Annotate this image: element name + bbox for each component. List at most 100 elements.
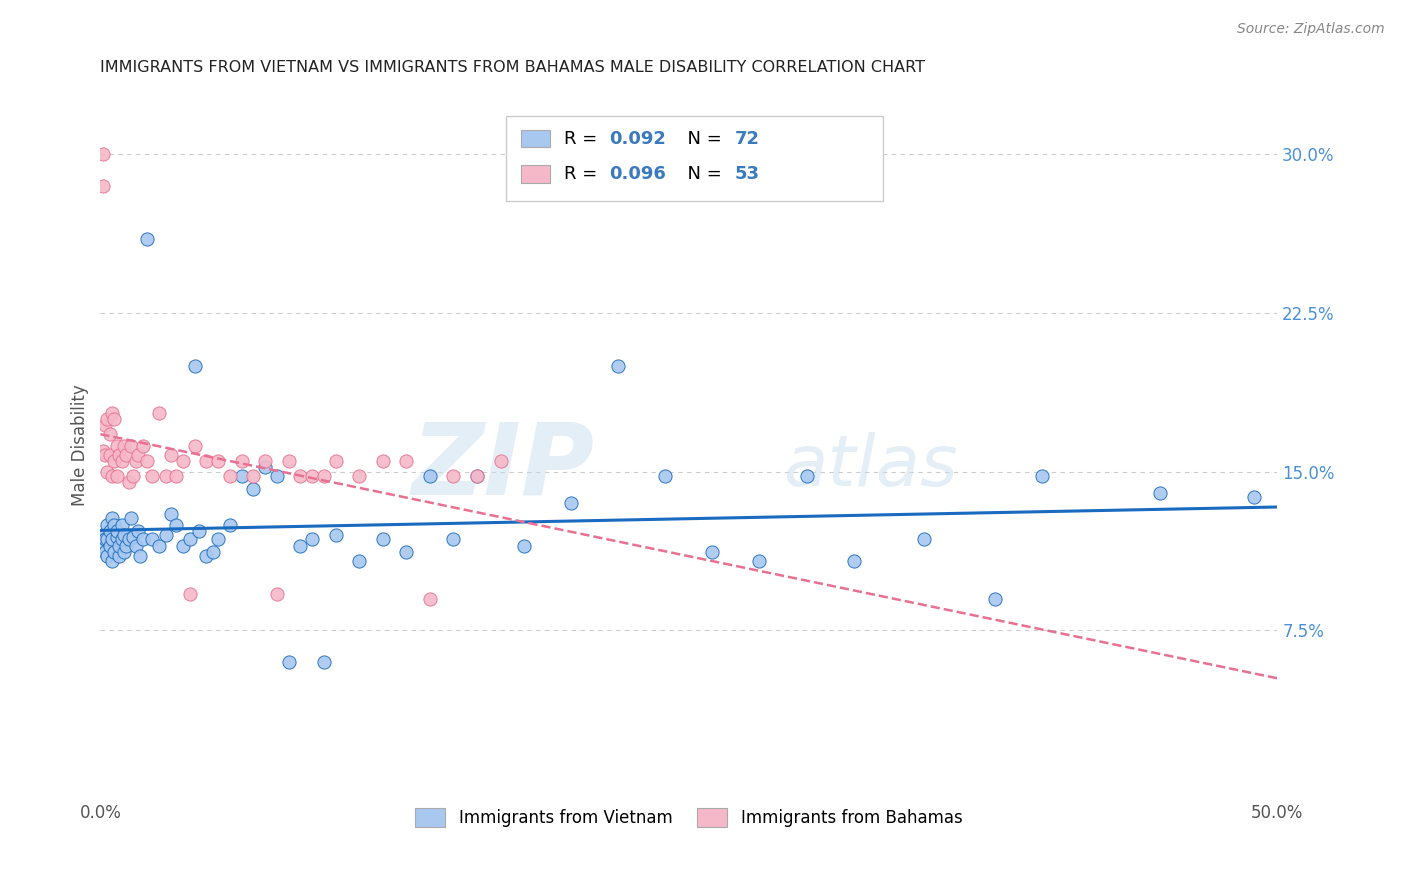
- Point: [172, 539, 194, 553]
- Point: [94, 533, 117, 547]
- Text: ZIP: ZIP: [412, 418, 595, 515]
- Point: [110, 533, 132, 547]
- Point: [148, 539, 170, 553]
- Point: [120, 439, 142, 453]
- Point: [148, 405, 170, 419]
- Point: [91, 179, 114, 194]
- Point: [124, 454, 146, 468]
- Point: [395, 545, 418, 559]
- Point: [103, 517, 125, 532]
- Point: [607, 359, 630, 373]
- Point: [98, 539, 121, 553]
- Point: [101, 533, 124, 547]
- Point: [912, 533, 935, 547]
- FancyBboxPatch shape: [520, 129, 550, 147]
- Point: [122, 530, 145, 544]
- Point: [105, 530, 128, 544]
- Text: 0.092: 0.092: [609, 129, 665, 147]
- Point: [312, 469, 335, 483]
- Point: [96, 412, 118, 426]
- Point: [91, 443, 114, 458]
- Point: [120, 511, 142, 525]
- Point: [231, 469, 253, 483]
- Point: [115, 539, 138, 553]
- Point: [254, 460, 277, 475]
- Text: R =: R =: [564, 129, 603, 147]
- Point: [419, 591, 441, 606]
- Point: [325, 454, 347, 468]
- Point: [231, 454, 253, 468]
- Text: N =: N =: [676, 165, 727, 183]
- Point: [132, 533, 155, 547]
- Point: [165, 517, 187, 532]
- Point: [101, 405, 124, 419]
- Point: [188, 524, 211, 538]
- Point: [98, 524, 121, 538]
- Point: [96, 465, 118, 479]
- Point: [465, 469, 488, 483]
- Point: [103, 412, 125, 426]
- Point: [441, 469, 464, 483]
- Point: [254, 454, 277, 468]
- Point: [349, 553, 371, 567]
- Point: [91, 147, 114, 161]
- Point: [179, 587, 201, 601]
- Point: [132, 439, 155, 453]
- FancyBboxPatch shape: [506, 116, 883, 201]
- Point: [105, 524, 128, 538]
- Point: [91, 539, 114, 553]
- Point: [1031, 469, 1053, 483]
- Point: [101, 553, 124, 567]
- Point: [94, 545, 117, 559]
- Point: [349, 469, 371, 483]
- Point: [110, 454, 132, 468]
- Point: [108, 448, 131, 462]
- Point: [489, 454, 512, 468]
- Point: [96, 533, 118, 547]
- Point: [513, 539, 536, 553]
- Point: [136, 232, 159, 246]
- Point: [117, 533, 139, 547]
- Point: [124, 539, 146, 553]
- Point: [1149, 486, 1171, 500]
- Point: [136, 454, 159, 468]
- Point: [702, 545, 724, 559]
- Text: atlas: atlas: [783, 432, 957, 501]
- Point: [96, 517, 118, 532]
- Point: [266, 587, 288, 601]
- Legend: Immigrants from Vietnam, Immigrants from Bahamas: Immigrants from Vietnam, Immigrants from…: [409, 802, 969, 834]
- Text: N =: N =: [676, 129, 727, 147]
- Text: IMMIGRANTS FROM VIETNAM VS IMMIGRANTS FROM BAHAMAS MALE DISABILITY CORRELATION C: IMMIGRANTS FROM VIETNAM VS IMMIGRANTS FR…: [100, 60, 925, 75]
- Point: [242, 482, 264, 496]
- Point: [112, 528, 135, 542]
- Point: [129, 549, 152, 564]
- Point: [103, 545, 125, 559]
- Point: [1243, 490, 1265, 504]
- Point: [108, 549, 131, 564]
- Point: [654, 469, 676, 483]
- Point: [242, 469, 264, 483]
- Point: [290, 539, 312, 553]
- Point: [105, 439, 128, 453]
- Point: [207, 533, 229, 547]
- Text: 72: 72: [735, 129, 759, 147]
- Point: [748, 553, 770, 567]
- Point: [202, 545, 225, 559]
- Text: Source: ZipAtlas.com: Source: ZipAtlas.com: [1237, 22, 1385, 37]
- Point: [112, 545, 135, 559]
- Point: [195, 454, 218, 468]
- Point: [108, 539, 131, 553]
- Point: [94, 418, 117, 433]
- Point: [301, 469, 323, 483]
- Point: [103, 454, 125, 468]
- Point: [117, 475, 139, 490]
- Point: [419, 469, 441, 483]
- Point: [127, 524, 149, 538]
- Point: [179, 533, 201, 547]
- Point: [441, 533, 464, 547]
- Point: [101, 469, 124, 483]
- Point: [98, 448, 121, 462]
- Point: [465, 469, 488, 483]
- Point: [312, 655, 335, 669]
- Point: [141, 533, 163, 547]
